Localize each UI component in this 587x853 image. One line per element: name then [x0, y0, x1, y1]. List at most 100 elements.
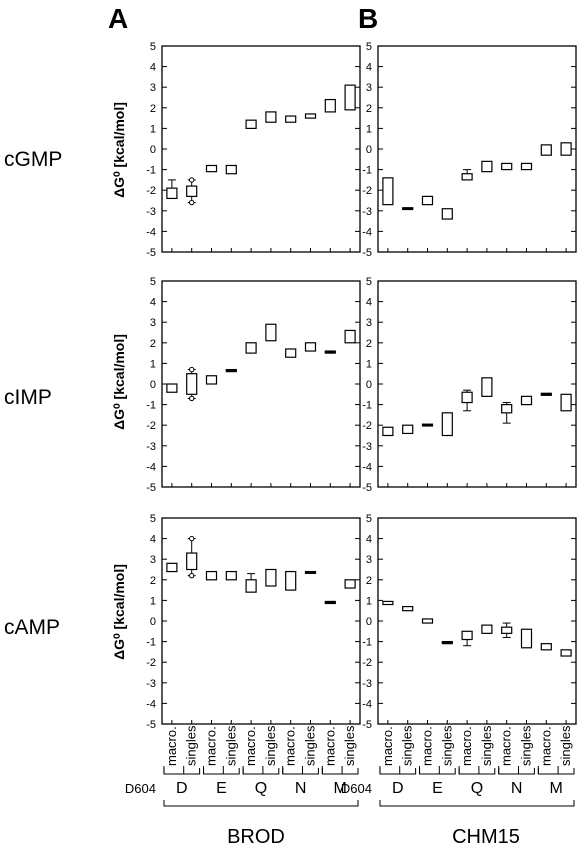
box — [166, 562, 178, 573]
x-group-label: D — [176, 780, 188, 797]
x-sub-label: macro. — [243, 726, 258, 766]
column-bracket — [163, 800, 359, 807]
box — [304, 342, 317, 352]
group-bracket — [282, 768, 319, 775]
box — [324, 350, 336, 354]
y-tick-label: 5 — [366, 276, 372, 288]
x-sub-label: singles — [263, 725, 278, 766]
outlier-point — [189, 395, 195, 402]
y-tick-label: -1 — [146, 400, 156, 412]
column-title-brod: BROD — [227, 826, 285, 848]
row-label-camp: cAMP — [4, 616, 60, 639]
y-tick-label: -3 — [362, 678, 372, 690]
y-tick-label: -5 — [362, 482, 372, 494]
x-group-label: M — [334, 780, 347, 797]
y-tick-label: -3 — [146, 206, 156, 218]
y-tick-label: 1 — [366, 358, 372, 370]
x-group-label: E — [432, 780, 443, 797]
box — [461, 630, 473, 641]
box — [265, 323, 277, 342]
y-tick-label: 0 — [366, 379, 372, 391]
group-bracket — [458, 768, 496, 775]
x-sub-label: singles — [519, 725, 534, 766]
y-tick-label: -4 — [362, 698, 372, 710]
y-tick-label: -4 — [146, 461, 156, 473]
column-title-chm15: CHM15 — [452, 826, 520, 848]
x-sub-label: singles — [439, 725, 454, 766]
box — [382, 177, 394, 206]
group-bracket — [163, 768, 201, 775]
box — [461, 173, 473, 181]
box — [501, 404, 513, 414]
box — [285, 348, 297, 358]
chart-panel-brod-cimp: 5 4 3 2 1 0 -1 -2 -3 -4 -5 — [146, 276, 361, 494]
box — [245, 342, 257, 354]
box — [186, 373, 198, 395]
y-tick-label: 0 — [150, 379, 156, 391]
row-label-cgmp: cGMP — [4, 148, 62, 171]
y-tick-label: -2 — [146, 185, 156, 197]
y-tick-label: -3 — [362, 441, 372, 453]
y-tick-label: -3 — [146, 441, 156, 453]
y-tick-label: 3 — [366, 82, 372, 94]
box — [265, 111, 277, 123]
y-tick-label: -2 — [362, 657, 372, 669]
y-tick-label: 1 — [150, 595, 156, 607]
x-sub-label: singles — [184, 725, 199, 766]
box — [481, 624, 493, 634]
plot-frame — [161, 45, 361, 253]
x-sub-label: macro. — [380, 726, 395, 766]
box — [520, 395, 533, 406]
y-tick-label: -4 — [362, 461, 372, 473]
box — [461, 391, 473, 404]
x-sub-label: macro. — [499, 726, 514, 766]
plot-frame — [377, 280, 577, 488]
x-sub-label: macro. — [459, 726, 474, 766]
x-sub-label: macro. — [283, 726, 298, 766]
box — [501, 626, 513, 634]
x-sub-label: macro. — [538, 726, 553, 766]
x-row-label-d604: D604 — [341, 781, 372, 796]
box — [560, 649, 572, 657]
box — [520, 628, 533, 649]
box — [186, 185, 198, 197]
y-tick-label: 3 — [366, 554, 372, 566]
box — [304, 570, 317, 574]
y-axis-title-row3: ΔG⁰ [kcal/mol] — [111, 564, 127, 660]
y-tick-label: -3 — [362, 206, 372, 218]
chart-panel-chm15-camp: 5 4 3 2 1 0 -1 -2 -3 -4 -5 — [362, 513, 577, 731]
y-tick-label: -4 — [146, 698, 156, 710]
chart-panel-brod-camp: 5 4 3 2 1 0 -1 -2 -3 -4 -5 — [146, 513, 361, 731]
outlier-point — [189, 199, 195, 206]
plot-frame — [377, 517, 577, 725]
y-tick-label: 3 — [150, 82, 156, 94]
box — [166, 383, 178, 393]
x-group-label: E — [216, 780, 227, 797]
box — [344, 84, 356, 111]
y-axis-title-row2: ΔG⁰ [kcal/mol] — [111, 334, 127, 430]
box — [285, 115, 297, 123]
x-group-label: D — [392, 780, 404, 797]
x-sub-label: singles — [223, 725, 238, 766]
y-tick-label: 1 — [150, 123, 156, 135]
box — [421, 618, 434, 624]
y-tick-label: -4 — [362, 226, 372, 238]
box — [382, 600, 394, 606]
y-tick-label: -1 — [146, 637, 156, 649]
y-tick-label: 3 — [366, 317, 372, 329]
y-tick-label: 1 — [150, 358, 156, 370]
y-tick-label: 0 — [150, 616, 156, 628]
y-tick-label: 0 — [366, 144, 372, 156]
y-tick-label: -1 — [362, 400, 372, 412]
plot-frame — [377, 45, 577, 253]
y-tick-label: 5 — [150, 276, 156, 288]
y-tick-label: -2 — [362, 420, 372, 432]
box — [304, 113, 317, 119]
y-tick-label: -5 — [146, 482, 156, 494]
box — [205, 375, 218, 385]
box — [560, 393, 572, 412]
box — [441, 640, 453, 645]
box — [402, 207, 414, 211]
chart-panel-brod-cgmp: 5 4 3 2 1 0 -1 -2 -3 -4 -5 — [146, 41, 361, 259]
x-sub-label: singles — [342, 725, 357, 766]
